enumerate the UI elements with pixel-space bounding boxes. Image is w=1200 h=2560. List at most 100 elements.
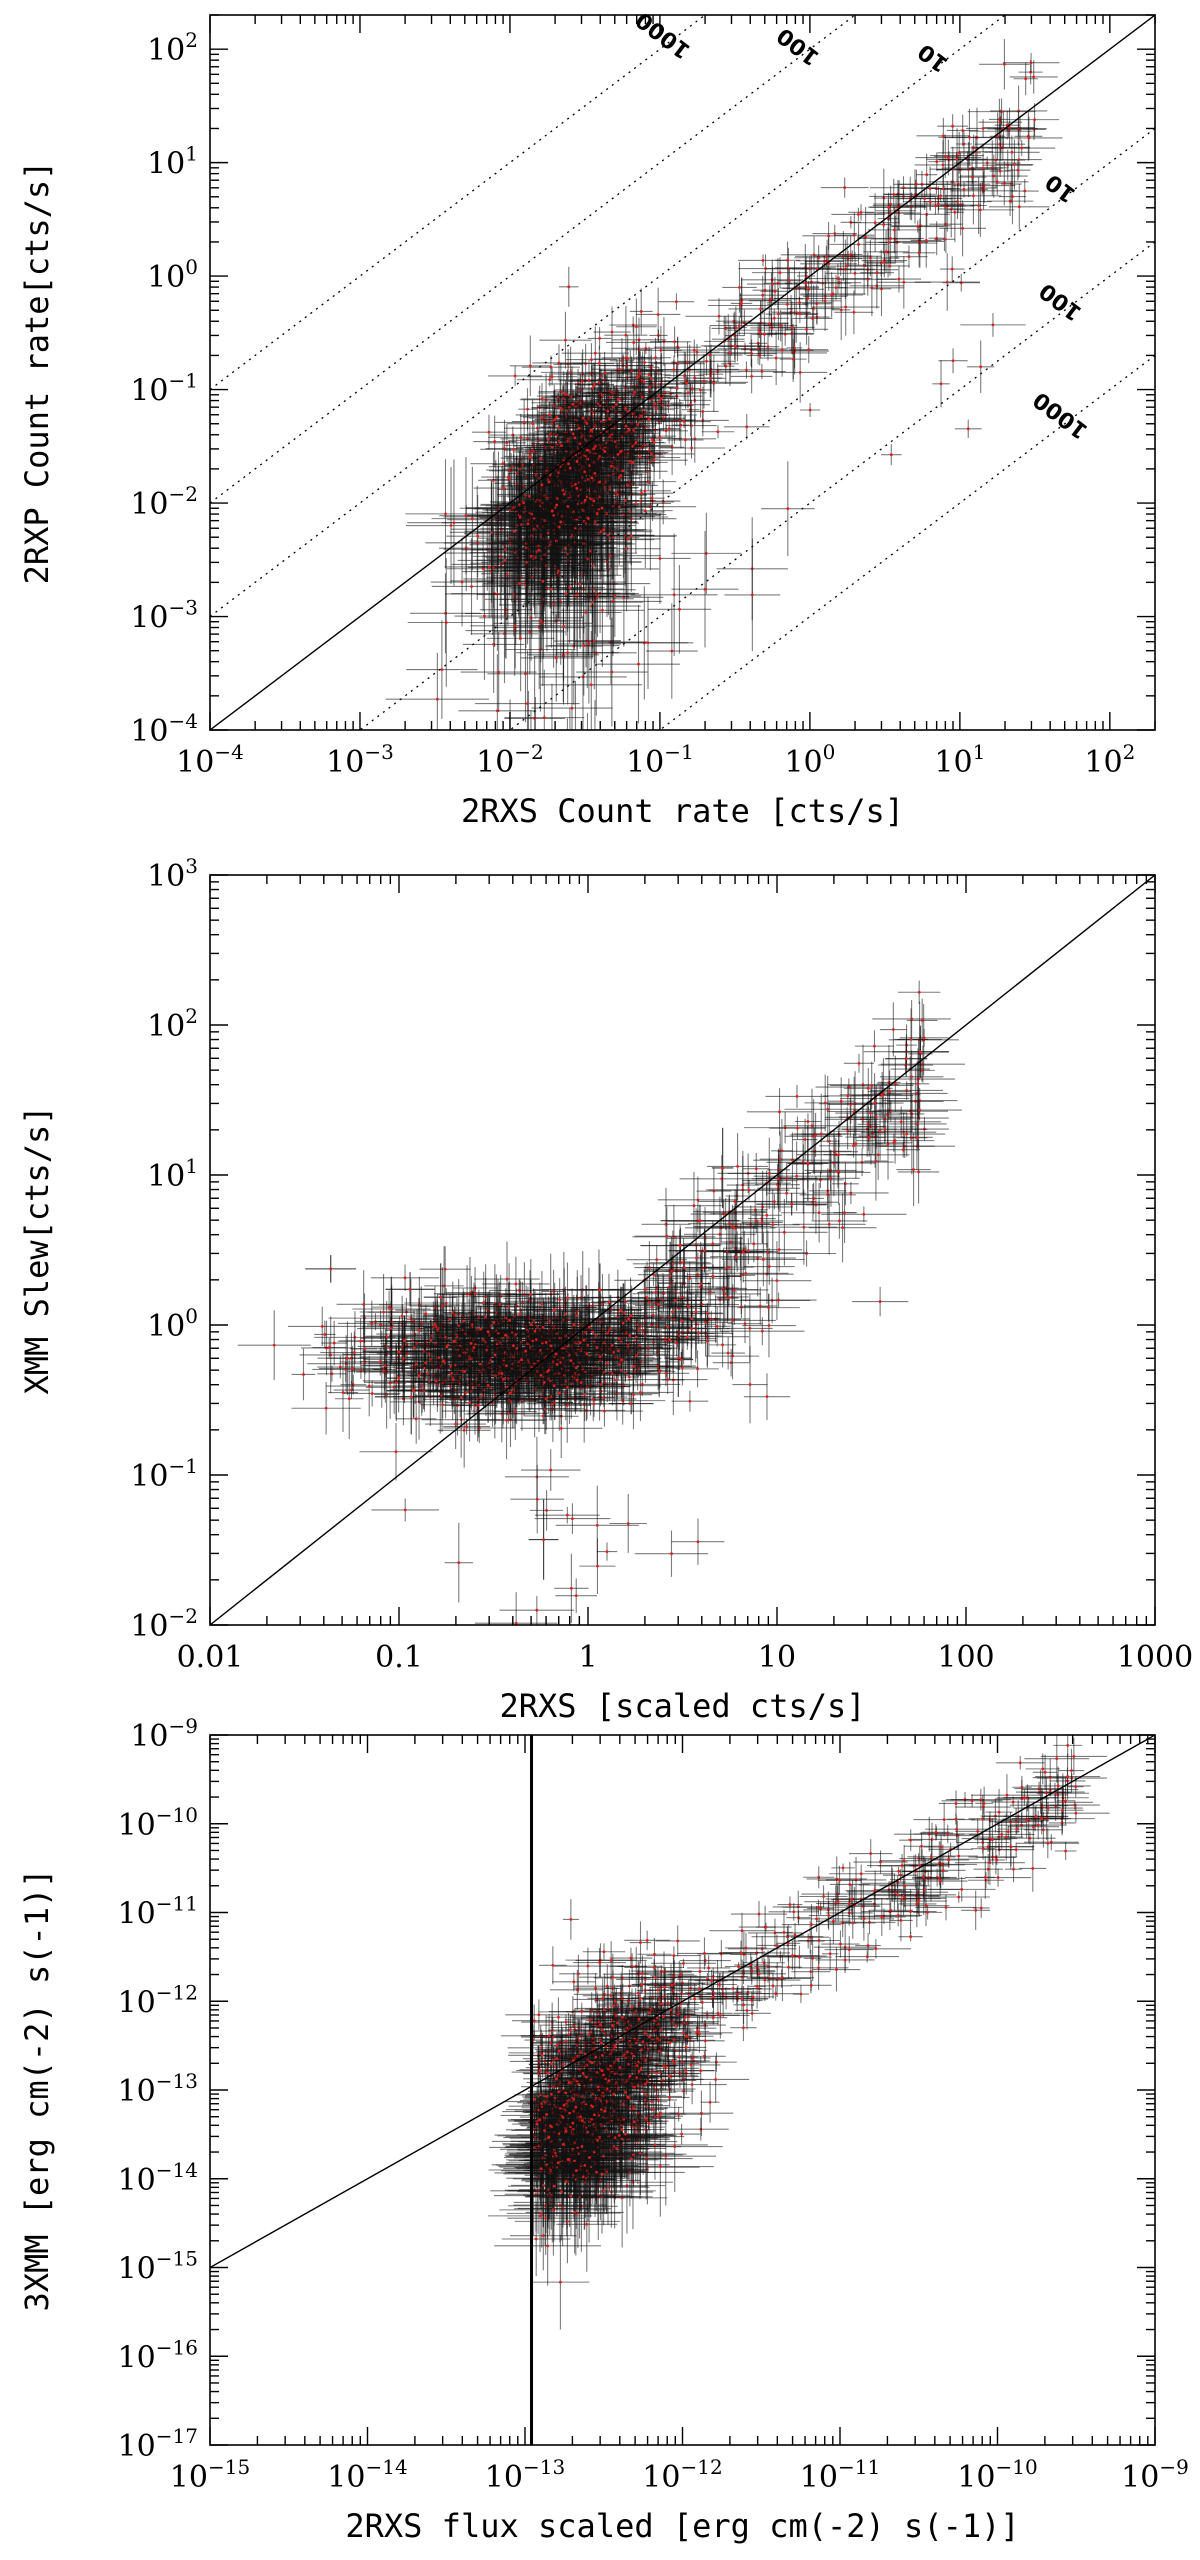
data-point xyxy=(970,175,974,179)
data-point xyxy=(483,614,486,618)
data-point xyxy=(745,425,749,429)
data-point xyxy=(771,282,775,286)
data-point xyxy=(682,420,686,423)
data-point xyxy=(649,377,653,380)
data-point xyxy=(884,250,888,254)
data-point xyxy=(939,194,943,198)
data-point xyxy=(634,502,638,505)
data-point xyxy=(856,213,860,216)
data-point xyxy=(551,739,554,742)
data-point xyxy=(678,607,681,611)
data-point xyxy=(761,293,765,297)
data-point xyxy=(564,592,568,596)
data-point xyxy=(658,436,662,440)
y-tick-label: 101 xyxy=(147,142,198,182)
data-point xyxy=(786,302,789,306)
data-point xyxy=(773,289,777,293)
data-point xyxy=(685,381,689,385)
data-point xyxy=(589,428,593,432)
data-point xyxy=(449,524,453,527)
data-point xyxy=(737,324,741,328)
data-point xyxy=(606,409,610,413)
data-point xyxy=(750,593,754,597)
data-point xyxy=(587,378,591,382)
data-point xyxy=(806,297,810,300)
data-point xyxy=(603,450,607,453)
plot-area xyxy=(210,875,1155,1625)
data-point xyxy=(617,476,621,480)
data-point xyxy=(548,378,552,382)
data-point xyxy=(566,651,570,655)
data-point xyxy=(555,503,559,507)
data-point xyxy=(667,427,671,430)
data-point xyxy=(977,204,981,207)
data-point xyxy=(444,621,448,624)
data-point xyxy=(626,357,630,361)
data-point xyxy=(845,264,849,268)
data-point xyxy=(593,351,597,355)
data-point xyxy=(978,208,982,212)
data-point xyxy=(996,134,999,138)
data-point xyxy=(889,202,893,206)
data-point xyxy=(805,327,808,331)
data-point xyxy=(550,445,554,449)
data-point xyxy=(798,301,801,305)
data-point xyxy=(586,764,589,767)
data-point xyxy=(889,237,893,240)
data-point xyxy=(610,330,614,334)
data-point xyxy=(1017,205,1021,209)
data-point xyxy=(529,455,532,458)
data-point xyxy=(590,358,593,361)
data-point xyxy=(670,649,674,653)
data-point xyxy=(939,382,943,386)
data-point xyxy=(869,256,872,260)
data-point xyxy=(917,251,921,255)
data-point xyxy=(526,702,529,705)
data-point xyxy=(505,572,509,576)
data-point xyxy=(733,344,737,348)
data-point xyxy=(587,642,591,646)
data-point xyxy=(888,264,892,268)
data-point xyxy=(774,356,778,360)
data-point xyxy=(924,239,928,242)
data-point xyxy=(562,624,565,628)
data-point xyxy=(620,359,624,363)
data-point xyxy=(692,348,696,352)
data-point xyxy=(738,286,741,289)
data-point xyxy=(580,380,584,383)
data-point xyxy=(628,510,632,514)
ratio-label-5: 1000 xyxy=(1029,386,1093,443)
data-point xyxy=(563,546,567,550)
data-point xyxy=(887,241,891,244)
data-point xyxy=(1024,77,1028,81)
data-point xyxy=(608,554,612,558)
data-point xyxy=(703,587,707,591)
data-point xyxy=(652,458,656,462)
data-point xyxy=(575,460,579,463)
data-point xyxy=(590,476,594,480)
data-point xyxy=(521,463,525,467)
data-point xyxy=(962,142,966,146)
data-point xyxy=(852,310,856,314)
data-point xyxy=(640,414,644,418)
data-point xyxy=(761,259,765,262)
data-point xyxy=(631,460,635,464)
data-point xyxy=(626,483,630,487)
data-point xyxy=(998,169,1002,173)
data-point xyxy=(808,408,812,412)
x-tick-label: 10−3 xyxy=(326,740,394,780)
data-point xyxy=(518,582,521,585)
data-point xyxy=(513,374,517,378)
data-point xyxy=(1029,61,1033,65)
ratio-line-10 xyxy=(358,127,1155,730)
x-axis-label: 2RXS Count rate [cts/s] xyxy=(461,792,904,830)
data-point xyxy=(541,579,545,583)
data-point xyxy=(502,486,505,490)
data-point xyxy=(945,280,949,284)
data-point xyxy=(602,528,606,532)
data-point xyxy=(640,378,644,382)
data-point xyxy=(833,232,837,235)
data-point xyxy=(830,293,834,297)
data-point xyxy=(712,381,716,385)
